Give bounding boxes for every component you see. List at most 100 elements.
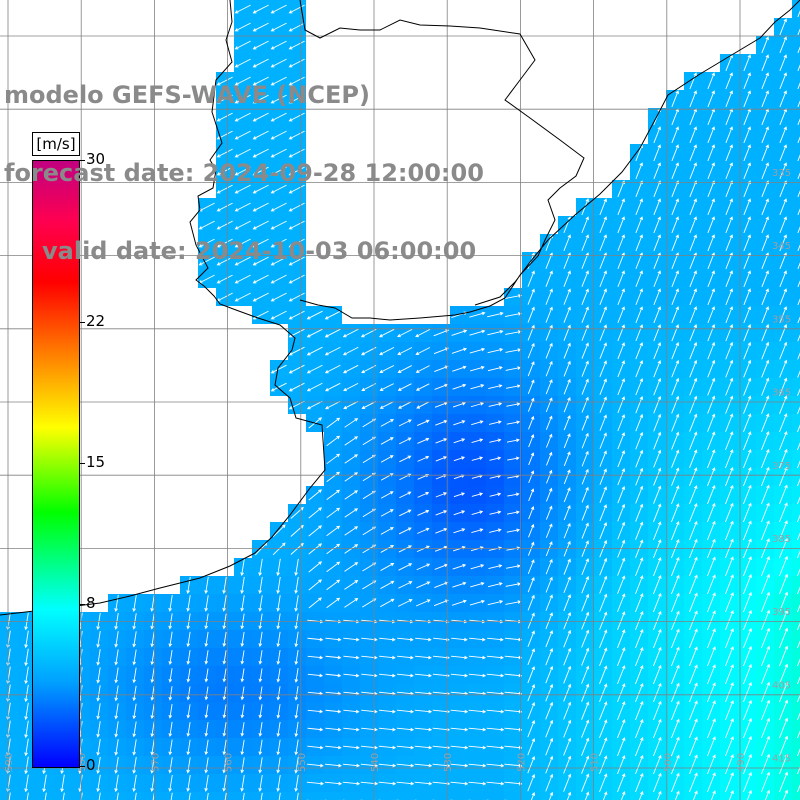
wind-arrow	[506, 384, 521, 389]
speed-cell	[648, 792, 666, 800]
wind-arrow	[652, 664, 662, 685]
wind-arrow	[617, 701, 626, 721]
wind-arrow	[706, 682, 716, 704]
speed-cell	[360, 792, 378, 800]
wind-arrow	[724, 592, 734, 614]
latitude-label: 335	[772, 168, 791, 179]
wind-arrow	[114, 631, 119, 648]
wind-arrow	[584, 791, 590, 800]
colorbar-unit: [m/s]	[32, 132, 80, 156]
wind-arrow	[760, 609, 770, 632]
wind-arrow	[416, 419, 430, 426]
longitude-label: 550	[297, 753, 308, 772]
wind-arrow	[222, 775, 227, 792]
wind-arrow	[797, 136, 800, 144]
wind-arrow	[760, 431, 770, 451]
wind-arrow	[707, 144, 715, 162]
wind-arrow	[689, 288, 697, 306]
wind-arrow	[617, 414, 625, 432]
wind-arrow	[617, 503, 626, 522]
wind-arrow	[796, 568, 800, 578]
wind-arrow	[114, 594, 119, 613]
wind-arrow	[617, 719, 626, 739]
wind-arrow	[150, 667, 155, 683]
wind-arrow	[599, 701, 608, 721]
wind-arrow	[453, 528, 466, 534]
wind-arrow	[779, 198, 787, 216]
wind-arrow	[240, 722, 245, 737]
wind-arrow	[222, 613, 227, 630]
wind-arrow	[288, 400, 305, 410]
wind-arrow	[186, 757, 191, 774]
wind-arrow	[778, 466, 788, 487]
wind-arrow	[168, 739, 173, 756]
colorbar-tick-mark	[79, 321, 85, 323]
wind-arrow	[563, 647, 572, 666]
wind-arrow	[545, 379, 553, 395]
wind-arrow	[546, 487, 553, 502]
wind-arrow	[599, 342, 607, 360]
wind-arrow	[44, 792, 47, 800]
wind-arrow	[707, 431, 716, 450]
wind-arrow	[796, 550, 800, 560]
wind-arrow	[797, 154, 800, 162]
wind-arrow	[216, 184, 233, 194]
wind-arrow	[216, 148, 233, 158]
wind-arrow	[468, 745, 487, 750]
wind-arrow	[689, 377, 698, 396]
wind-arrow	[486, 781, 505, 786]
wind-arrow	[671, 144, 679, 162]
wind-arrow	[796, 784, 800, 794]
wind-arrow	[378, 781, 397, 786]
wind-arrow	[344, 472, 358, 482]
wind-arrow	[635, 234, 643, 252]
wind-arrow	[761, 341, 770, 360]
wind-arrow	[581, 737, 590, 756]
wind-arrow	[240, 668, 245, 683]
wind-arrow	[294, 703, 299, 719]
wind-arrow	[635, 198, 643, 216]
wind-arrow	[417, 455, 430, 462]
wind-arrow	[270, 166, 287, 176]
speed-cell	[234, 792, 252, 800]
wind-arrow	[617, 198, 625, 216]
wind-arrow	[724, 646, 734, 668]
speed-cell	[792, 540, 800, 558]
wind-arrow	[60, 774, 65, 793]
wind-arrow	[204, 613, 209, 630]
wind-arrow	[581, 647, 590, 666]
speed-cell	[792, 396, 800, 414]
wind-arrow	[599, 719, 608, 739]
wind-arrow	[652, 736, 662, 757]
speed-cell	[792, 180, 800, 198]
wind-arrow	[725, 198, 733, 216]
wind-arrow	[652, 682, 662, 703]
wind-arrow	[797, 118, 800, 126]
wind-arrow	[779, 144, 787, 162]
wind-arrow	[380, 580, 395, 590]
wind-arrow	[222, 576, 227, 594]
wind-arrow	[380, 419, 395, 427]
wind-arrow	[42, 774, 47, 793]
wind-arrow	[545, 306, 553, 323]
speed-cell	[792, 54, 800, 72]
wind-arrow	[653, 413, 662, 432]
speed-cell	[792, 738, 800, 756]
wind-arrow	[343, 655, 360, 660]
wind-arrow	[150, 739, 155, 756]
wind-arrow	[797, 46, 800, 54]
wind-arrow	[379, 346, 395, 356]
wind-arrow	[599, 324, 607, 342]
wind-arrow	[397, 383, 412, 391]
wind-arrow	[728, 790, 734, 800]
wind-arrow	[234, 202, 251, 212]
wind-arrow	[450, 673, 469, 678]
wind-arrow	[546, 433, 553, 448]
wind-arrow	[204, 686, 209, 701]
wind-arrow	[504, 637, 523, 642]
wind-arrow	[635, 521, 644, 540]
wind-arrow	[761, 144, 769, 162]
wind-arrow	[779, 270, 787, 288]
wind-arrow	[760, 573, 770, 596]
latitude-label: 415	[772, 754, 791, 765]
